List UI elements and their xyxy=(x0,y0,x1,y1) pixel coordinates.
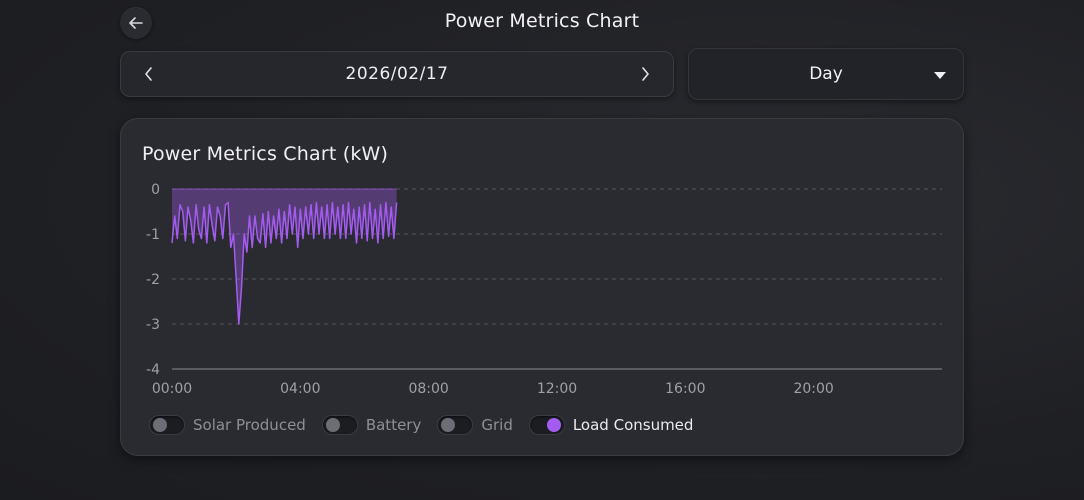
x-tick-label: 04:00 xyxy=(280,381,320,397)
x-tick-label: 00:00 xyxy=(152,381,192,397)
caret-down-icon xyxy=(934,72,946,79)
legend-label: Grid xyxy=(481,416,513,434)
load-consumed-toggle[interactable] xyxy=(528,415,565,435)
grid-toggle[interactable] xyxy=(437,415,474,435)
previous-date-button[interactable] xyxy=(135,60,163,88)
legend-label: Solar Produced xyxy=(193,416,306,434)
power-chart: 0 -1 -2 -3 -4 00:00 04:00 08:00 12:00 16:00 20:00 xyxy=(146,182,942,397)
legend-label: Load Consumed xyxy=(572,416,694,434)
toggle-knob xyxy=(325,418,340,432)
legend-item-solar-produced[interactable]: Solar Produced xyxy=(149,415,306,435)
back-button[interactable] xyxy=(120,7,152,39)
next-date-button[interactable] xyxy=(631,60,659,88)
arrow-left-icon xyxy=(129,17,143,29)
load-consumed-line xyxy=(171,201,398,325)
y-tick-label: -4 xyxy=(146,362,160,378)
x-tick-label: 12:00 xyxy=(537,381,577,397)
legend-label: Battery xyxy=(365,416,422,434)
y-tick-label: -3 xyxy=(146,317,160,333)
toggle-knob xyxy=(153,418,167,432)
chart-legend: Solar Produced Battery Grid Load Consumed xyxy=(149,413,709,437)
solar-produced-toggle[interactable] xyxy=(149,415,185,435)
chart-card: Power Metrics Chart (kW) 0 -1 -2 -3 -4 00:00… xyxy=(120,118,964,456)
chevron-right-icon xyxy=(642,67,649,81)
legend-item-battery[interactable]: Battery xyxy=(321,415,422,435)
battery-toggle[interactable] xyxy=(321,415,358,435)
y-tick-label: -1 xyxy=(146,227,160,243)
range-select[interactable]: Day xyxy=(688,48,964,100)
chart-title: Power Metrics Chart (kW) xyxy=(142,143,389,165)
toggle-knob xyxy=(546,418,561,432)
page-title: Power Metrics Chart xyxy=(444,10,640,32)
current-date[interactable]: 2026/02/17 xyxy=(345,64,449,84)
toggle-knob xyxy=(441,418,456,432)
range-select-value: Day xyxy=(809,64,843,84)
x-tick-label: 20:00 xyxy=(793,381,833,397)
x-tick-label: 08:00 xyxy=(408,381,448,397)
y-tick-label: 0 xyxy=(151,182,160,198)
legend-item-load-consumed[interactable]: Load Consumed xyxy=(528,415,694,435)
y-tick-label: -2 xyxy=(146,272,160,288)
date-navigator: 2026/02/17 xyxy=(120,51,674,97)
x-tick-label: 16:00 xyxy=(665,381,705,397)
legend-item-grid[interactable]: Grid xyxy=(437,415,513,435)
load-consumed-area xyxy=(172,189,397,324)
chevron-left-icon xyxy=(145,67,152,81)
